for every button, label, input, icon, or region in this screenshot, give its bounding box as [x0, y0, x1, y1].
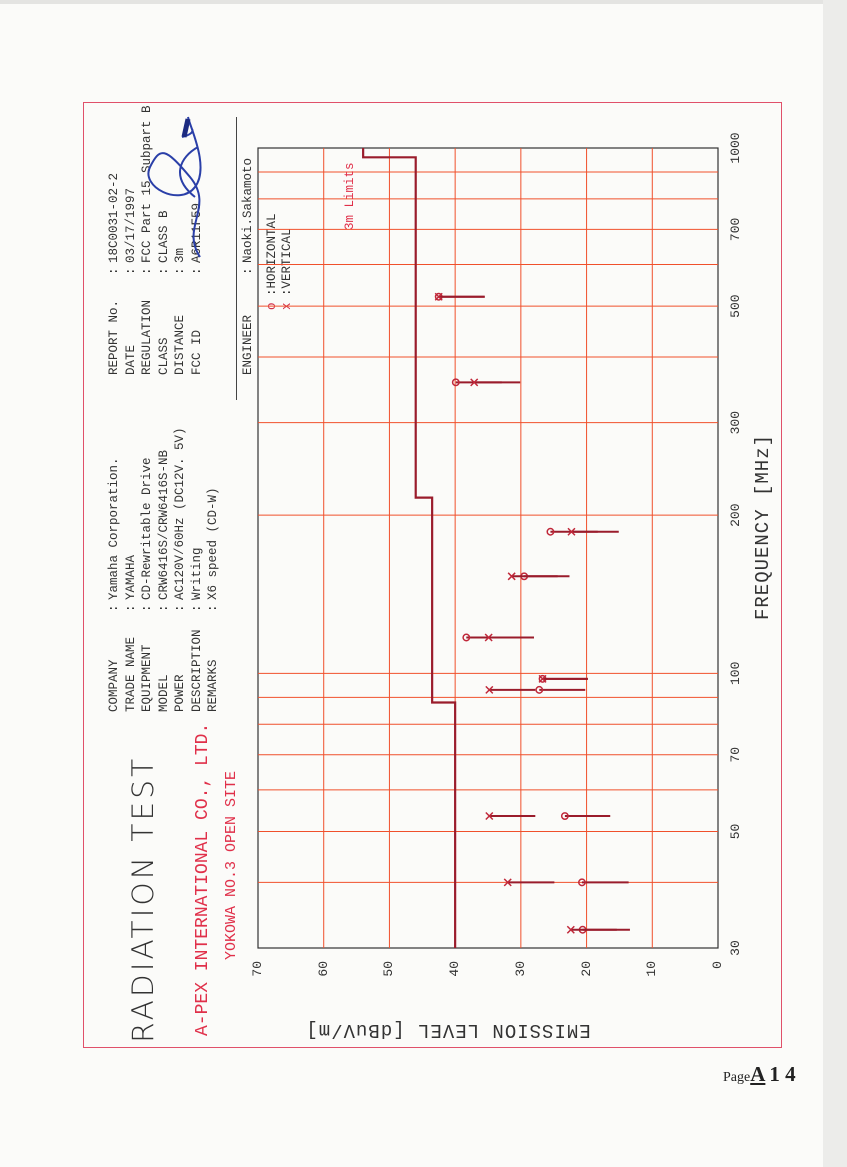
vertical-point	[503, 878, 512, 887]
scan-edge	[0, 0, 847, 4]
horizontal-point	[535, 685, 544, 694]
vertical-point	[538, 674, 547, 683]
x-tick-label: 300	[728, 410, 743, 435]
vertical-point	[485, 685, 494, 694]
horizontal-point	[546, 527, 555, 536]
page-prefix: Page	[723, 1070, 751, 1085]
vertical-point	[566, 925, 575, 934]
horizontal-point	[578, 878, 586, 887]
x-tick-label: 70	[728, 746, 743, 763]
x-tick-label: 200	[728, 503, 743, 527]
limit-label: 3m Limits	[343, 162, 357, 230]
plot-area	[257, 147, 719, 949]
horizontal-point	[462, 633, 471, 642]
vertical-point	[484, 633, 493, 642]
y-axis-label: EMISSION LEVEL [dBuV/m]	[305, 1019, 591, 1041]
page-letter: A	[750, 1062, 766, 1086]
horizontal-point	[560, 812, 569, 820]
y-tick-label: 60	[315, 961, 331, 977]
y-tick-label: 20	[578, 961, 594, 977]
x-tick-label: 30	[728, 940, 743, 956]
x-tick-label: 500	[728, 294, 743, 318]
page-num: 1 4	[769, 1062, 796, 1086]
x-tick-label: 50	[728, 823, 743, 840]
x-tick-label: 1000	[728, 132, 743, 164]
vertical-point	[434, 292, 443, 301]
signature	[147, 116, 202, 258]
y-tick-label: 10	[644, 961, 660, 977]
y-tick-label: 50	[381, 961, 397, 977]
vertical-point	[485, 811, 494, 821]
vertical-point	[507, 572, 516, 581]
vertical-point	[567, 527, 576, 536]
page-number: PageA 1 4	[723, 1062, 796, 1087]
x-axis-label: FREQUENCY [MHz]	[752, 433, 774, 621]
y-tick-label: 30	[512, 961, 528, 977]
limit-line	[362, 148, 457, 948]
vertical-point	[470, 378, 479, 387]
x-tick-label: 100	[728, 661, 743, 686]
scan-edge	[823, 0, 847, 1167]
y-tick-label: 40	[447, 961, 463, 977]
y-tick-label: 70	[250, 961, 265, 977]
horizontal-point	[451, 378, 460, 387]
x-tick-label: 700	[728, 217, 743, 242]
y-tick-label: 0	[710, 961, 725, 969]
